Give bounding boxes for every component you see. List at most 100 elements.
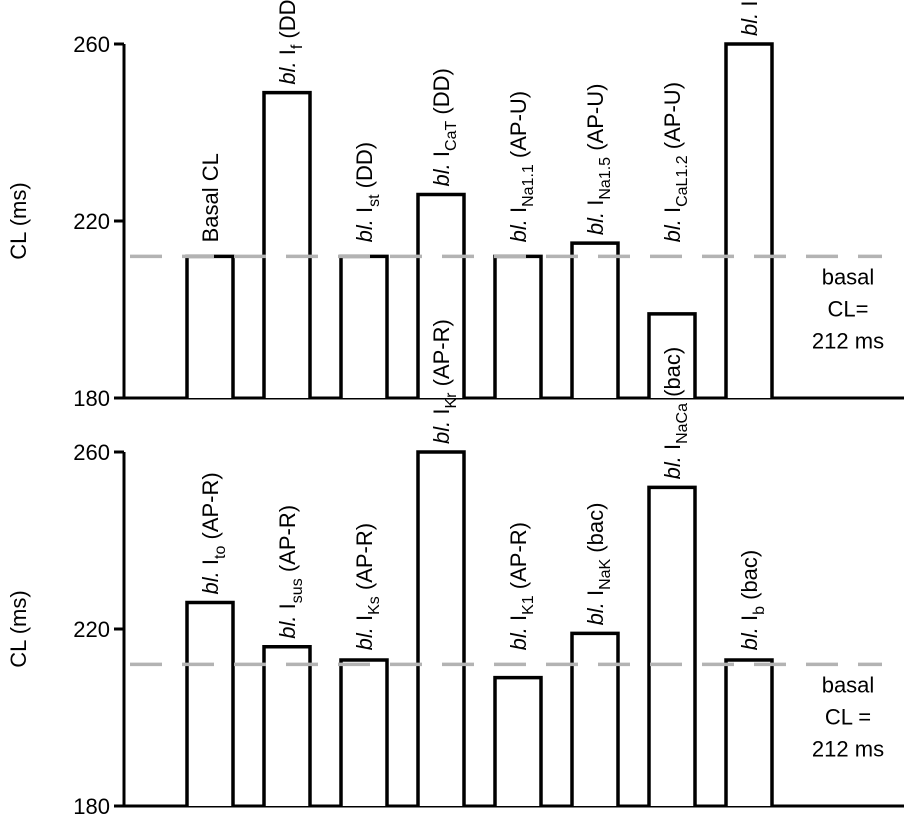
bar-label: bl. ICaT (DD) [429,68,460,186]
bar-label-suffix: (bac) [583,503,608,559]
bar-label: bl. INaK (bac) [583,503,614,626]
bar-label-main: I [429,151,454,157]
bar-label-subscript: NaCa [674,403,691,444]
bar-label-subscript: b [751,606,768,615]
bar-label-suffix: (AP-U) [583,84,608,157]
bar-6 [647,312,697,398]
bar-label-subscript: NaK [597,558,614,589]
y-tick-label: 260 [73,32,110,57]
bar-2 [339,254,389,398]
bar-label-subscript: CaL1.2 [674,155,691,207]
bar-label-prefix: bl. [506,219,531,242]
basal-note-line: basal [822,672,875,697]
bar-label-prefix: bl. [352,219,377,242]
bar-label-main: I [429,409,454,415]
bar-label-prefix: bl. [429,163,454,186]
bar-label-main: I [275,603,300,609]
basal-note-line: 212 ms [812,328,884,353]
y-axis-title: CL (ms) [6,590,31,667]
bar-label-subscript: CaT [443,120,460,150]
bar-label-suffix: (AP-R) [275,505,300,578]
bar-label-main: I [583,590,608,596]
y-tick-label: 180 [73,386,110,411]
bar-label-subscript: Kr [443,392,460,409]
bar-6 [647,485,697,806]
bar-label-main: I [660,444,685,450]
bar-3 [416,192,466,398]
bar-label: bl. Isus (AP-R) [275,505,306,639]
bar-label-suffix: (DD) [275,0,300,45]
bar-4 [493,254,543,398]
bar-label-suffix: (AP-R) [429,319,454,392]
basal-note-line: 212 ms [812,736,884,761]
bar-label-main: I [737,1,762,7]
bar-label-prefix: bl. [737,13,762,36]
bar-label-suffix: (AP-R) [506,522,531,595]
bar-label: bl. IKr (AP-R) [429,319,460,444]
bar-label-prefix: bl. [737,627,762,650]
bar-label-prefix: bl. [352,627,377,650]
y-axis-title: CL (ms) [6,182,31,259]
bar-label-main: I [737,615,762,621]
y-tick-label: 180 [73,794,110,819]
bar-label-suffix: (DD) [429,68,454,121]
bar-label-prefix: bl. [198,571,223,594]
bar-7 [724,658,774,806]
bar-5 [570,241,620,398]
y-tick-label: 260 [73,440,110,465]
bar-label-main: Basal CL [198,153,223,242]
bar-label-prefix: bl. [583,212,608,235]
bar-label-suffix: (AP-U) [506,91,531,164]
bar-label-main: I [198,559,223,565]
bar-label: bl. IK1 (AP-R) [506,522,537,650]
bar-label-main: I [506,207,531,213]
bar-5 [570,631,620,806]
bar-label-main: I [660,207,685,213]
y-tick-label: 220 [73,617,110,642]
bar-label-prefix: bl. [506,627,531,650]
bar-label: bl. INa1.1 (AP-U) [506,91,537,243]
bar-label-subscript: CaL1.3 [751,0,768,1]
bar-label: bl. Ito (AP-R) [198,472,229,594]
basal-note-line: CL= [828,296,869,321]
bar-label-prefix: bl. [583,602,608,625]
bar-label-main: I [275,49,300,55]
bar-3 [416,450,466,806]
bar-label-prefix: bl. [660,456,685,479]
bar-1 [262,644,312,806]
bar-label-prefix: bl. [660,219,685,242]
bar-7 [724,42,774,398]
bar-label: bl. IKs (AP-R) [352,523,383,651]
bar-label-subscript: st [366,194,383,207]
bar-label-suffix: (bac) [737,550,762,606]
bar-label-prefix: bl. [429,421,454,444]
y-tick-label: 220 [73,209,110,234]
bar-1 [262,90,312,398]
bar-label: bl. ICaL1.3 (AP-U) [737,0,768,36]
bar-label-subscript: sus [289,578,306,603]
bar-label-main: I [352,207,377,213]
bar-label-suffix: (AP-R) [198,472,223,545]
bar-label-prefix: bl. [275,61,300,84]
bar-label-subscript: f [289,44,306,49]
bar-2 [339,658,389,806]
bar-label: bl. ICaL1.2 (AP-U) [660,82,691,242]
bar-label-suffix: (AP-R) [352,523,377,596]
bar-label: bl. If (DD) [275,0,306,85]
bar-label-subscript: to [212,546,229,559]
bar-label-prefix: bl. [275,615,300,638]
bar-label-main: I [583,200,608,206]
bar-label-suffix: (AP-U) [660,82,685,155]
bar-label-main: I [352,615,377,621]
bar-label: bl. INaCa (bac) [660,347,691,480]
bar-label-suffix: (DD) [352,142,377,195]
bar-label-subscript: Na1.1 [520,164,537,207]
bar-label: bl. Ist (DD) [352,142,383,243]
bar-label-subscript: Ks [366,596,383,615]
bar-label-suffix: (bac) [660,347,685,403]
basal-note-line: CL = [825,704,871,729]
bar-label: bl. Ib (bac) [737,550,768,651]
